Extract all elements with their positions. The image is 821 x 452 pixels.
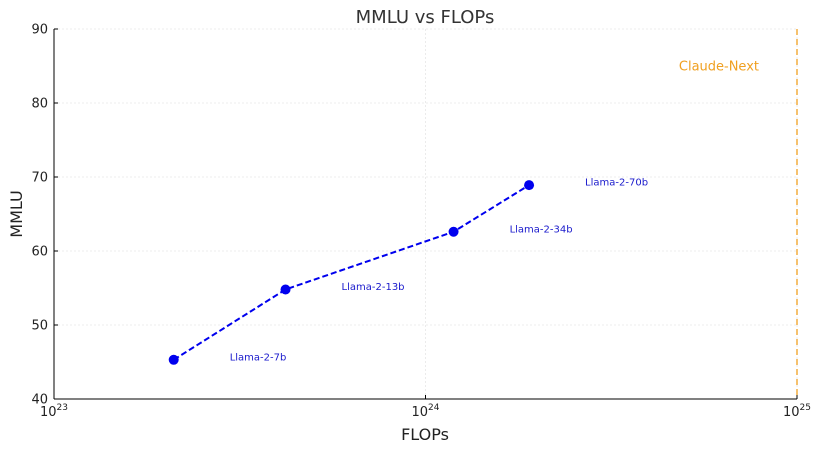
x-tick-label: 1023: [40, 403, 68, 420]
data-point-label: Llama-2-70b: [585, 178, 648, 189]
x-tick-label: 1024: [412, 403, 440, 420]
y-tick-label: 50: [31, 319, 48, 334]
data-point-label: Llama-2-13b: [342, 282, 405, 293]
data-point: [524, 180, 535, 191]
x-axis-label: FLOPs: [401, 425, 449, 444]
grid: [53, 28, 798, 400]
data-point-label: Llama-2-34b: [510, 224, 573, 235]
reference-line-label: Claude-Next: [679, 60, 759, 75]
y-tick-label: 70: [31, 171, 48, 186]
data-point: [448, 226, 459, 237]
data-point-label: Llama-2-7b: [230, 352, 287, 363]
point-labels: Llama-2-7b Llama-2-13b Llama-2-34b Llama-2-…: [230, 178, 648, 364]
y-tick-label: 90: [31, 23, 48, 38]
data-point: [280, 284, 291, 295]
x-tick-label: 1025: [783, 403, 811, 420]
y-tick-label: 60: [31, 245, 48, 260]
data-point: [168, 354, 179, 365]
y-tick-label: 80: [31, 97, 48, 112]
series: [168, 180, 535, 365]
y-tick-label: 40: [31, 393, 48, 408]
y-axis-label: MMLU: [7, 190, 26, 237]
series-line: [173, 184, 530, 361]
tick-labels: 40 50 60 70 80 90 1023 1024 1025: [31, 23, 811, 421]
chart-title: MMLU vs FLOPs: [356, 7, 495, 28]
reference-lines: Claude-Next: [679, 29, 798, 399]
